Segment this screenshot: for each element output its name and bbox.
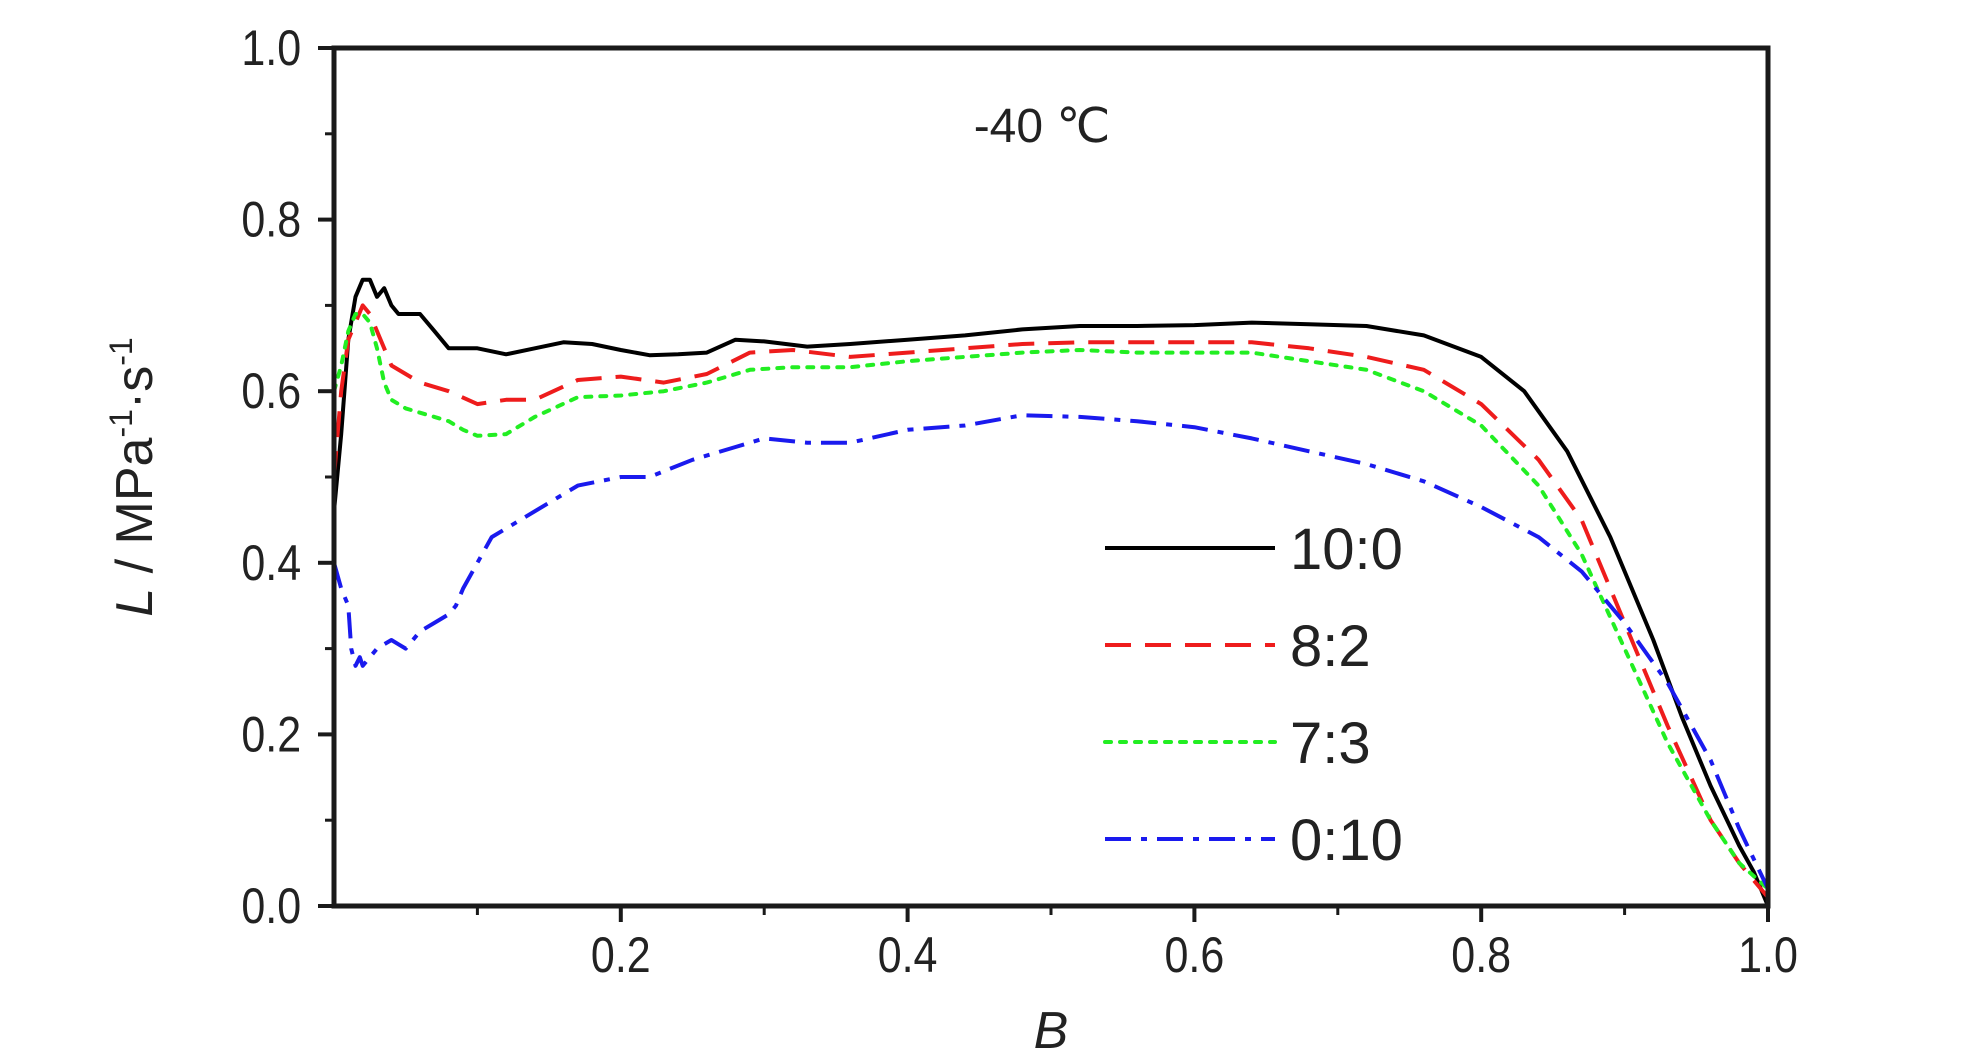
legend-label-3: 0:10: [1290, 808, 1403, 873]
y-tick-label: 0.4: [241, 535, 301, 591]
series-line-3: [332, 413, 1770, 890]
y-axis-title: L / MPa-1·s-1: [103, 337, 164, 616]
axis-layer: 0.0 0.2 0.4 0.6 0.8 1.0 0.2 0.4 0.6 0.8 1.0: [241, 20, 1798, 983]
y-axis-title-main: L / MPa: [106, 437, 164, 616]
y-tick-label: 0.6: [241, 363, 301, 419]
y-axis-title-dot-s: ·s: [106, 366, 164, 409]
x-tick-label: 1.0: [1738, 927, 1798, 983]
y-tick-label: 0.2: [241, 706, 301, 762]
legend-label-2: 7:3: [1290, 711, 1371, 776]
series-line-1: [332, 303, 1770, 899]
legend-label-1: 8:2: [1290, 614, 1371, 679]
legend: 10:0 8:2 7:3 0:10: [1103, 517, 1403, 873]
y-axis-title-unit: / MPa: [106, 437, 164, 587]
y-axis-title-superscript-2: -1: [103, 337, 139, 365]
series-layer: [332, 277, 1770, 907]
y-tick-label: 1.0: [241, 20, 301, 76]
series-line-2: [332, 312, 1770, 891]
temperature-annotation: -40 ℃: [974, 100, 1111, 153]
x-tick-label: 0.6: [1165, 927, 1225, 983]
plot-frame: [331, 45, 1771, 909]
y-axis-title-symbol: L: [106, 588, 164, 617]
x-tick-label: 0.4: [878, 927, 938, 983]
x-tick-label: 0.2: [591, 927, 651, 983]
x-axis-title: B: [1034, 1002, 1069, 1060]
y-tick-label: 0.8: [241, 192, 301, 248]
legend-label-0: 10:0: [1290, 517, 1403, 582]
y-tick-label: 0.0: [241, 878, 301, 934]
x-tick-label: 0.8: [1451, 927, 1511, 983]
y-axis-title-superscript-1: -1: [103, 409, 139, 437]
series-line-0: [332, 277, 1770, 907]
